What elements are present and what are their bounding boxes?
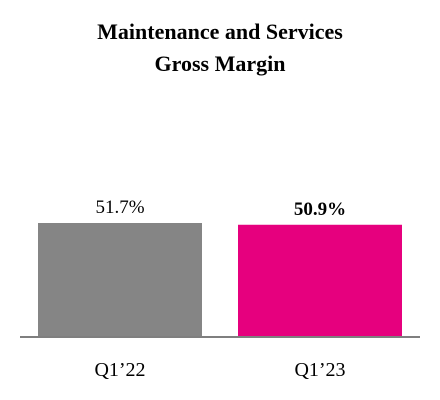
data-label-2: 50.9% (294, 199, 346, 220)
chart-title-line-2: Gross Margin (155, 51, 286, 76)
bar-2 (238, 224, 402, 337)
bars-layer: 51.7% Q1’22 50.9% Q1’23 (38, 197, 402, 381)
chart-title-line-1: Maintenance and Services (97, 19, 343, 44)
x-tick-label-2: Q1’23 (294, 359, 345, 381)
bar-1 (38, 223, 202, 337)
data-label-1: 51.7% (95, 197, 144, 218)
x-tick-label-1: Q1’22 (94, 359, 145, 381)
